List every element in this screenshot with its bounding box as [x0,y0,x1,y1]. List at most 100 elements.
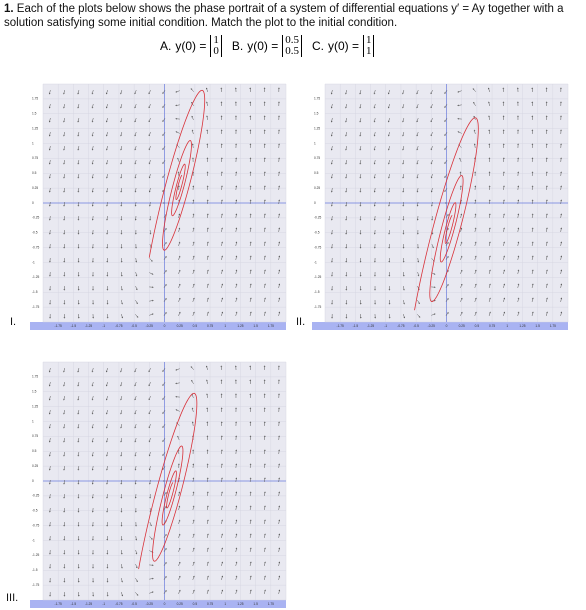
field-arrow-head [235,255,238,258]
field-arrow-head [207,561,209,564]
field-arrow-head [221,213,223,216]
field-arrow-head [457,104,459,107]
field-arrow [221,87,223,92]
field-arrow-head [516,87,519,90]
field-arrow-head [430,148,433,151]
field-arrow-head [192,463,195,466]
field-arrow-head [488,101,490,104]
field-arrow-head [235,435,237,438]
field-arrow-head [531,87,534,90]
field-arrow [560,213,562,218]
field-arrow [474,227,477,232]
field-arrow-head [474,171,476,174]
field-arrow-head [517,157,519,160]
field-arrow [192,311,195,316]
field-arrow-head [264,589,266,592]
field-arrow [134,368,137,373]
field-arrow-head [488,227,491,230]
field-arrow-head [234,365,237,368]
field-arrow-head [77,440,80,443]
field-arrow-head [502,115,505,118]
field-arrow [178,519,181,524]
field-arrow-head [475,311,477,314]
y-tick-label: 0.75 [32,434,38,438]
field-arrow [206,547,209,552]
field-arrow [190,88,194,92]
field-arrow-head [192,477,195,480]
field-arrow [345,202,347,207]
field-arrow-head [402,106,404,109]
field-arrow-head [474,255,477,258]
field-arrow-head [502,101,505,104]
field-arrow-head [278,143,280,146]
field-arrow [175,409,180,412]
field-arrow-head [403,302,405,305]
field-arrow [460,269,463,274]
field-arrow-head [91,106,94,109]
field-arrow-head [402,92,404,95]
field-arrow-head [531,227,534,230]
field-arrow-head [106,134,108,137]
field-arrow [503,199,505,204]
field-arrow [206,269,209,274]
field-arrow-head [447,298,449,300]
field-arrow-head [63,204,65,207]
field-arrow-head [235,393,237,396]
field-arrow-head [134,412,137,415]
field-arrow-head [120,246,123,249]
field-arrow [77,174,80,179]
field-arrow-head [49,510,51,513]
field-arrow-head [92,316,95,319]
field-arrow [444,118,448,122]
field-arrow-head [136,580,138,582]
field-arrow [49,216,51,221]
field-arrow [416,132,419,137]
field-arrow-head [120,162,122,165]
field-arrow [206,575,209,580]
field-arrow-head [48,134,51,137]
field-arrow-head [192,547,195,550]
field-arrow-head [373,148,376,151]
field-arrow-head [49,482,51,485]
field-arrow-head [165,270,167,272]
field-arrow-head [178,255,181,258]
field-arrow-head [106,316,109,319]
x-tick-label: -1.5 [353,324,359,328]
field-arrow-head [531,255,534,258]
field-arrow-head [221,185,223,188]
field-arrow-head [77,370,80,373]
field-arrow-head [106,538,109,541]
field-arrow-head [560,311,563,314]
field-arrow-head [503,269,505,272]
field-arrow [63,160,65,165]
field-arrow [63,452,65,457]
field-arrow-head [175,409,178,411]
field-arrow [417,258,419,263]
field-arrow-head [149,496,151,499]
field-arrow [278,477,280,482]
field-arrow-head [474,297,477,300]
field-arrow-head [192,491,195,494]
field-arrow [560,227,562,232]
option: C. y(0) = 1 1 [312,35,375,57]
field-arrow-head [120,384,122,387]
field-arrow-head [444,120,446,122]
field-arrow-head [206,213,209,216]
field-arrow [49,410,51,415]
x-tick-label: 1.75 [550,324,556,328]
field-arrow-head [402,134,404,137]
field-arrow [416,118,419,123]
field-arrow [278,241,280,246]
field-arrow-head [560,269,563,272]
field-arrow [148,438,151,443]
field-arrow [445,312,449,316]
field-arrow-head [48,148,51,151]
field-arrow [92,104,94,109]
field-arrow-head [91,218,94,221]
field-arrow-head [91,398,94,401]
field-arrow [177,157,180,162]
field-arrow-head [278,491,281,494]
field-arrow [417,300,420,304]
field-arrow [278,185,280,190]
field-arrow-head [63,120,65,123]
